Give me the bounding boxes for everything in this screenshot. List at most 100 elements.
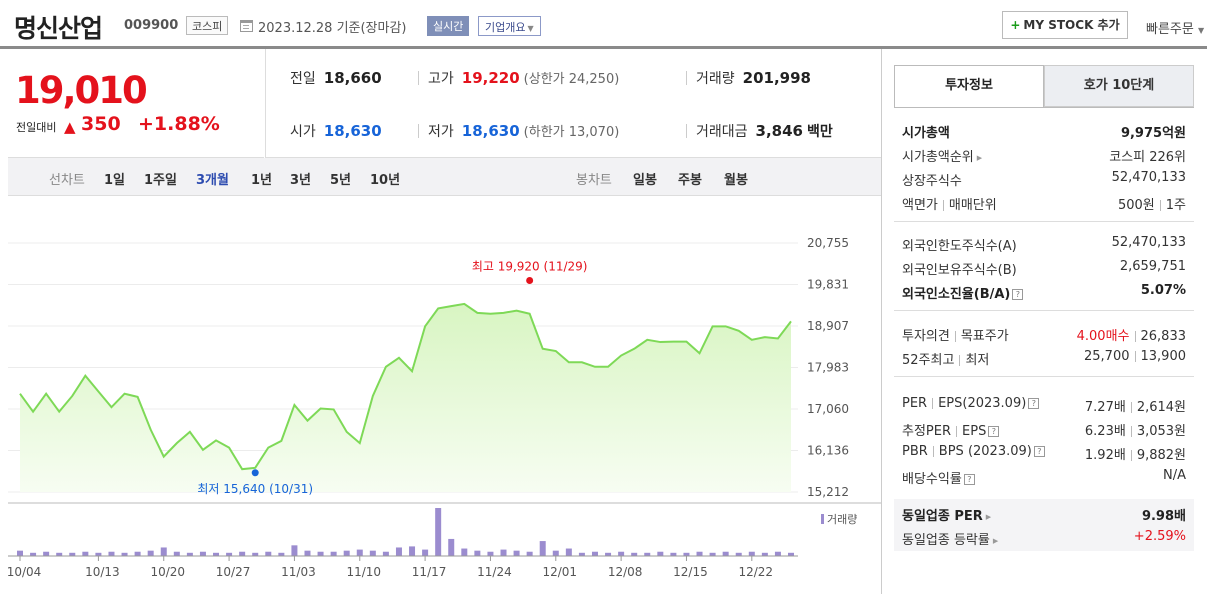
- info-group-opinion: 투자의견 목표주가 4.00매수 26,833 52주최고 최저 25,700 13,900: [894, 317, 1194, 377]
- volume-bar: [82, 551, 89, 556]
- candle-daily[interactable]: 일봉: [633, 173, 657, 188]
- info-key: 추정PER EPS?: [902, 420, 1000, 439]
- period-1w[interactable]: 1주일: [144, 173, 177, 188]
- volume-bar: [343, 550, 350, 556]
- volume-bar: [605, 552, 612, 556]
- period-5y[interactable]: 5년: [330, 173, 352, 188]
- trading-amount: 거래대금 3,846 백만: [696, 121, 833, 141]
- prev-close-label: 전일: [290, 71, 316, 87]
- info-key: 배당수익률?: [902, 468, 975, 487]
- period-1d[interactable]: 1일: [104, 173, 126, 188]
- volume-bar: [56, 552, 63, 556]
- add-mystock-button[interactable]: + MY STOCK 추가: [1002, 11, 1128, 39]
- prev-close-value: 18,660: [323, 69, 382, 87]
- volume-bar: [578, 552, 585, 556]
- info-row: 동일업종 등락률 ▶ +2.59%: [894, 525, 1194, 549]
- per-label: PER: [902, 396, 928, 411]
- volume-bar: [657, 551, 664, 556]
- volume-bar: [735, 552, 742, 556]
- info-row: 액면가 매매단위 500원 1주: [894, 190, 1194, 214]
- volume-bar: [683, 552, 690, 556]
- company-info-dropdown[interactable]: 기업개요 ▼: [478, 16, 541, 36]
- candle-monthly[interactable]: 월봉: [724, 173, 748, 188]
- company-info-label: 기업개요: [485, 21, 526, 34]
- help-icon[interactable]: ?: [988, 426, 1000, 437]
- help-icon[interactable]: ?: [963, 474, 975, 485]
- realtime-button[interactable]: 실시간: [427, 16, 470, 36]
- info-row: 외국인보유주식수(B) 2,659,751: [894, 255, 1194, 279]
- y-tick-label: 17,983: [807, 361, 849, 375]
- volume-bar: [539, 541, 546, 556]
- help-icon[interactable]: ?: [1028, 398, 1040, 409]
- candle-weekly[interactable]: 주봉: [678, 173, 702, 188]
- info-key[interactable]: 동일업종 등락률 ▶: [902, 529, 998, 548]
- volume-bar: [631, 552, 638, 556]
- volume-bar: [43, 551, 50, 556]
- stock-header: 명신산업 009900 코스피 2023.12.28 기준(장마감) 실시간 기…: [0, 0, 1215, 46]
- volume-bar: [186, 552, 193, 556]
- foreign-limit-value: 52,470,133: [1111, 235, 1186, 250]
- volume-bar: [487, 551, 494, 556]
- separator: [954, 331, 956, 342]
- volume: 거래량 201,998: [696, 68, 811, 88]
- x-tick-label: 10/27: [216, 565, 251, 579]
- volume-bar: [670, 552, 677, 556]
- open-value: 18,630: [323, 122, 382, 140]
- calendar-icon: [240, 20, 253, 32]
- high-value: 19,220: [461, 69, 520, 87]
- low-label: 저가: [428, 124, 454, 140]
- period-10y[interactable]: 10년: [370, 173, 401, 188]
- separator: [1130, 450, 1132, 461]
- volume-bar: [552, 550, 559, 556]
- info-table: 시가총액 9,975억원 시가총액순위 ▶ 코스피 226위 상장주식수 52,470,…: [894, 107, 1194, 547]
- period-1y[interactable]: 1년: [251, 173, 273, 188]
- info-row: 투자의견 목표주가 4.00매수 26,833: [894, 321, 1194, 345]
- volume-bar: [513, 550, 520, 556]
- foreign-exhaustion-label: 외국인소진율(B/A): [902, 287, 1011, 302]
- pbr-label: PBR: [902, 444, 928, 459]
- x-tick-label: 11/17: [412, 565, 447, 579]
- help-icon[interactable]: ?: [1012, 289, 1024, 300]
- separator: [418, 124, 419, 138]
- low-annotation: 최저 15,640 (10/31): [197, 482, 313, 496]
- separator: [932, 446, 934, 457]
- info-value: 7.27배 2,614원: [1085, 396, 1186, 415]
- price-summary: 19,010 전일대비 ▲ 350 +1.88%: [8, 49, 264, 158]
- info-value: 6.23배 3,053원: [1085, 420, 1186, 439]
- open-price: 시가 18,630: [290, 121, 382, 141]
- amount-unit: 백만: [806, 124, 833, 140]
- volume-bar: [526, 551, 533, 556]
- prev-close: 전일 18,660: [290, 68, 382, 88]
- amount-label: 거래대금: [696, 124, 748, 140]
- info-key[interactable]: 동일업종 PER ▶: [902, 505, 991, 524]
- upper-limit: (상한가 24,250): [523, 72, 620, 87]
- period-3y[interactable]: 3년: [290, 173, 312, 188]
- tab-orderbook-10[interactable]: 호가 10단계: [1044, 65, 1194, 107]
- eps-value: 2,614원: [1136, 400, 1186, 415]
- dividend-yield-label: 배당수익률: [902, 472, 962, 487]
- separator: [686, 124, 687, 138]
- volume-bar: [474, 550, 481, 556]
- volume-bar: [173, 551, 180, 556]
- trading-unit: 1주: [1165, 198, 1186, 213]
- target-price-value: 26,833: [1140, 329, 1187, 344]
- foreign-exhaustion-value: 5.07%: [1140, 283, 1186, 298]
- est-per-label: 추정PER: [902, 424, 952, 439]
- info-key[interactable]: 시가총액순위 ▶: [902, 146, 982, 165]
- separator: [1159, 200, 1161, 211]
- separator: [418, 71, 419, 85]
- price-area: [20, 303, 791, 492]
- volume-bar: [435, 508, 442, 556]
- help-icon[interactable]: ?: [1033, 446, 1045, 457]
- tab-investment-info[interactable]: 투자정보: [894, 65, 1044, 107]
- listed-shares-value: 52,470,133: [1111, 170, 1186, 185]
- period-3m[interactable]: 3개월: [196, 173, 229, 188]
- opinion-label: 투자의견: [902, 329, 950, 344]
- volume-bar: [369, 550, 376, 556]
- quick-order-button[interactable]: 빠른주문 ▼: [1146, 18, 1204, 37]
- est-eps-value: 3,053원: [1136, 424, 1186, 439]
- line-chart-label: 선차트: [49, 173, 85, 188]
- volume-bar: [17, 550, 23, 556]
- opinion-value: 4.00매수: [1076, 329, 1130, 344]
- week52-low-label: 최저: [965, 353, 990, 368]
